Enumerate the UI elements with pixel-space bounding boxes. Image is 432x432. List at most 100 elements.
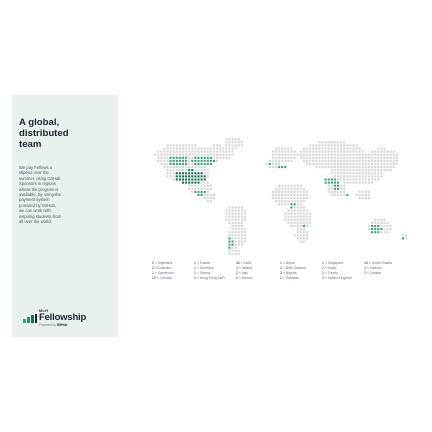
map-dot-highlight <box>290 203 293 206</box>
map-dot <box>284 156 287 159</box>
map-dot <box>355 172 358 175</box>
map-dot <box>299 234 302 237</box>
map-dot-highlight <box>185 175 188 178</box>
map-dot <box>330 193 333 197</box>
map-dot <box>284 153 287 156</box>
map-dot <box>166 159 169 162</box>
map-dot <box>234 144 237 147</box>
map-dot <box>349 181 352 184</box>
legend-item: 30 × India <box>236 261 253 266</box>
map-dot <box>191 187 194 190</box>
map-dot <box>358 156 361 159</box>
map-dot <box>312 162 315 166</box>
map-dot <box>225 138 228 141</box>
map-dot <box>340 141 343 144</box>
map-dot <box>287 200 290 203</box>
map-dot <box>309 221 312 224</box>
legend-country: Zambia <box>369 271 382 275</box>
legend-multiplier: × <box>195 276 200 280</box>
map-dot-highlight <box>371 231 374 234</box>
map-dot <box>346 144 349 147</box>
map-dot <box>324 156 327 159</box>
map-dot <box>240 209 243 212</box>
legend-item: 33 × United States <box>364 261 392 266</box>
legend-count: 1 <box>152 271 154 275</box>
map-dot <box>243 237 247 240</box>
map-dot <box>361 178 364 181</box>
map-dot <box>225 153 228 156</box>
map-dot <box>299 150 302 153</box>
map-dot <box>203 184 206 187</box>
map-dot <box>243 209 247 212</box>
legend-multiplier: × <box>195 266 200 270</box>
map-dot <box>293 224 296 228</box>
map-dot <box>290 224 293 228</box>
fellowship-card: A global, distributed team We pay Fellow… <box>12 95 419 337</box>
map-dot <box>240 141 243 144</box>
map-dot <box>243 231 247 234</box>
map-dot-highlight <box>197 193 200 197</box>
map-dot <box>305 156 309 159</box>
map-dot <box>163 153 166 156</box>
map-dot <box>188 162 191 166</box>
map-dot <box>281 187 284 190</box>
map-dot <box>305 193 309 197</box>
map-dot <box>383 147 386 150</box>
map-dot-highlight <box>197 156 200 159</box>
map-dot <box>315 147 318 150</box>
map-dot <box>327 153 330 156</box>
map-dot <box>278 190 281 193</box>
map-dot <box>358 169 361 172</box>
map-dot <box>358 172 361 175</box>
legend-country: Mexico <box>241 276 253 280</box>
map-dot-highlight <box>377 228 380 231</box>
map-dot <box>333 159 336 162</box>
map-dot <box>392 153 395 156</box>
map-dot <box>197 153 200 156</box>
map-dot <box>371 175 374 178</box>
map-dot <box>169 175 172 178</box>
map-dot <box>336 169 340 172</box>
description-line: stipend over the <box>19 170 49 176</box>
map-dot <box>367 197 371 200</box>
map-dot-highlight <box>178 162 181 166</box>
map-dot <box>296 187 299 190</box>
legend-item: 1 × Singapore <box>322 261 352 266</box>
map-dot <box>234 212 237 215</box>
map-dot <box>321 153 324 156</box>
map-dot <box>302 240 305 243</box>
map-dot <box>271 153 274 156</box>
map-dot-highlight <box>228 240 231 243</box>
map-dot <box>191 162 194 166</box>
legend-multiplier: × <box>367 261 372 265</box>
legend-item: 1 × Ireland <box>236 266 253 271</box>
map-dot <box>203 166 206 169</box>
map-dot <box>340 184 343 187</box>
legend-multiplier: × <box>323 276 328 280</box>
map-dot <box>234 252 237 255</box>
map-dot <box>228 218 231 221</box>
map-dot <box>284 190 287 193</box>
map-dot <box>299 240 302 243</box>
map-dot <box>188 150 191 153</box>
map-dot <box>349 178 352 181</box>
map-dot <box>383 228 386 231</box>
map-dot <box>222 147 225 150</box>
map-dot <box>203 147 206 150</box>
map-dot <box>383 166 386 169</box>
map-dot <box>374 169 377 172</box>
map-dot <box>340 147 343 150</box>
legend-count: 1 <box>236 266 238 270</box>
map-dot <box>281 203 284 206</box>
map-dot <box>240 224 243 228</box>
legend-column: 30 × India 1 × Ireland 1 × Italy 2 × Mexico <box>236 261 253 281</box>
map-dot <box>216 147 219 150</box>
map-dot <box>157 150 160 153</box>
map-dot <box>309 150 312 153</box>
map-dot-highlight <box>181 175 185 178</box>
map-dot <box>274 187 278 190</box>
map-dot <box>296 197 299 200</box>
map-dot <box>284 193 287 197</box>
map-dot-highlight <box>185 159 188 162</box>
map-dot <box>361 166 364 169</box>
